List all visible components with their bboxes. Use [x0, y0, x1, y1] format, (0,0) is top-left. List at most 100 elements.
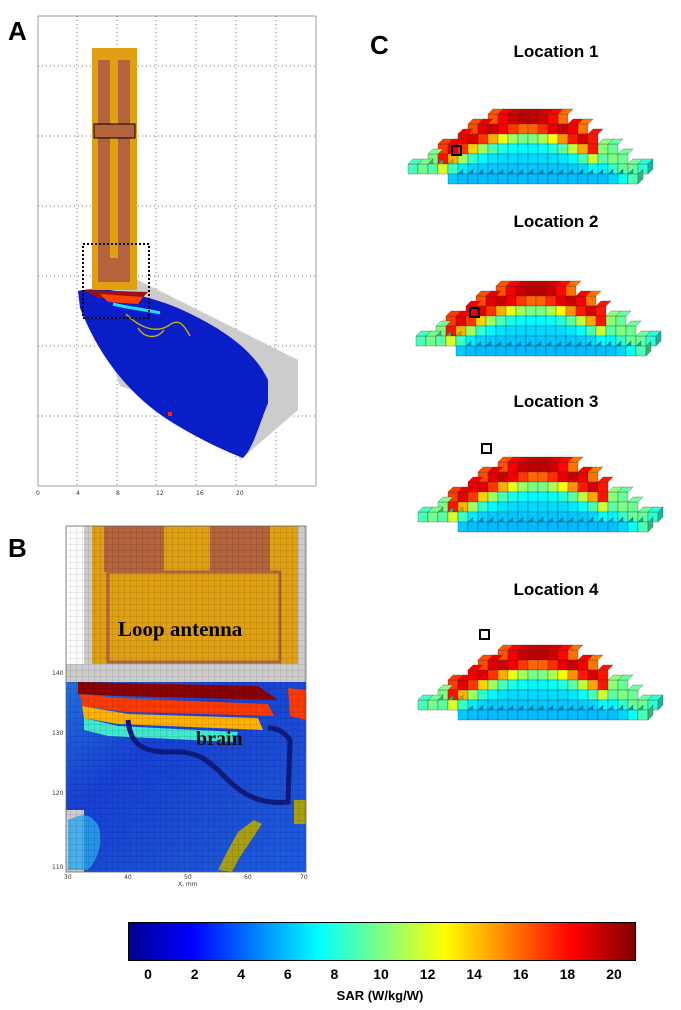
brain-voxel-top [437, 684, 454, 691]
panel-b-ytick: 140 [52, 670, 64, 677]
panel-b-xtick: 60 [244, 874, 252, 881]
brain-voxel [547, 669, 559, 681]
brain-voxel [517, 153, 529, 165]
brain-voxel [487, 143, 499, 155]
brain-voxel [527, 461, 539, 473]
brain-voxel [525, 295, 537, 307]
brain-voxel [477, 521, 489, 533]
brain-voxel [487, 689, 499, 701]
brain-voxel [507, 659, 519, 671]
brain-voxel [535, 305, 547, 317]
brain-voxel [567, 461, 579, 473]
brain-voxel [487, 709, 499, 721]
brain-voxel [587, 521, 599, 533]
brain-voxel [477, 491, 489, 503]
brain-voxel [617, 173, 629, 185]
brain-voxel [577, 501, 589, 513]
brain-voxel [425, 335, 437, 347]
brain-voxel-top [587, 128, 604, 135]
brain-voxel [535, 345, 547, 357]
brain-voxel [467, 491, 479, 503]
brain-voxel [527, 113, 539, 125]
brain-voxel [517, 521, 529, 533]
brain-voxel [617, 491, 629, 503]
brain-voxel [467, 501, 479, 513]
brain-voxel [537, 679, 549, 691]
brain-voxel [487, 491, 499, 503]
brain-voxel [487, 133, 499, 145]
brain-voxel-side [647, 516, 654, 533]
brain-voxel [467, 521, 479, 533]
brain-voxel [577, 153, 589, 165]
brain-voxel [455, 315, 467, 327]
brain-voxel [557, 123, 569, 135]
brain-voxel [507, 173, 519, 185]
panel-b-letter: B [8, 533, 27, 563]
brain-voxel [597, 143, 609, 155]
brain-voxel [567, 143, 579, 155]
brain-voxel [587, 709, 599, 721]
brain-voxel [497, 669, 509, 681]
brain-voxel [595, 315, 607, 327]
brain-voxel [487, 173, 499, 185]
brain-voxel [627, 173, 639, 185]
brain-voxel [577, 669, 589, 681]
brain-voxel [567, 491, 579, 503]
brain-voxel [527, 689, 539, 701]
brain-voxel [487, 669, 499, 681]
brain-voxel [517, 649, 529, 661]
brain-voxel [537, 659, 549, 671]
brain-voxel [507, 649, 519, 661]
brain-voxel [497, 689, 509, 701]
brain-voxel [447, 173, 459, 185]
brain-voxel [545, 315, 557, 327]
brain-voxel [467, 709, 479, 721]
brain-voxel [537, 709, 549, 721]
brain-voxel [605, 315, 617, 327]
brain-voxel [575, 305, 587, 317]
brain-voxel [625, 325, 637, 337]
brain-voxel [587, 659, 599, 671]
brain-voxel [605, 325, 617, 337]
brain-voxel [507, 143, 519, 155]
brain-voxel [597, 153, 609, 165]
brain-voxel [475, 325, 487, 337]
brain-voxel [477, 501, 489, 513]
brain-voxel [485, 345, 497, 357]
brain-voxel [547, 153, 559, 165]
brain-voxel-top [487, 466, 504, 473]
brain-voxel [617, 153, 629, 165]
panel-a-brain [78, 289, 268, 458]
panel-a-marker [168, 412, 172, 416]
colorbar-tick-label: 20 [606, 966, 622, 982]
brain-voxel [555, 305, 567, 317]
brain-voxel [467, 133, 479, 145]
brain-voxel-top [457, 486, 474, 493]
panel-a-plot [37, 15, 317, 487]
brain-voxel [487, 659, 499, 671]
brain-voxel [497, 501, 509, 513]
brain-voxel [557, 659, 569, 671]
brain-voxel [547, 679, 559, 691]
brain-voxel [617, 501, 629, 513]
brain-voxel [507, 689, 519, 701]
brain-voxel [517, 689, 529, 701]
panel-b-ytick: 110 [52, 864, 64, 871]
brain-voxel [627, 689, 639, 701]
brain-voxel [567, 709, 579, 721]
brain-voxel [477, 679, 489, 691]
brain-voxel [587, 669, 599, 681]
brain-voxel [587, 133, 599, 145]
colorbar-tick-label: 2 [190, 966, 199, 982]
brain-voxel [497, 133, 509, 145]
colorbar-tick-label: 14 [466, 966, 482, 982]
brain-voxel [527, 471, 539, 483]
brain-voxel [517, 461, 529, 473]
brain-voxel [497, 481, 509, 493]
brain-voxel-top [567, 456, 584, 463]
brain-voxel [607, 709, 619, 721]
brain-voxel [537, 649, 549, 661]
brain-voxel [577, 471, 589, 483]
brain-voxel [585, 315, 597, 327]
brain-voxel [507, 709, 519, 721]
